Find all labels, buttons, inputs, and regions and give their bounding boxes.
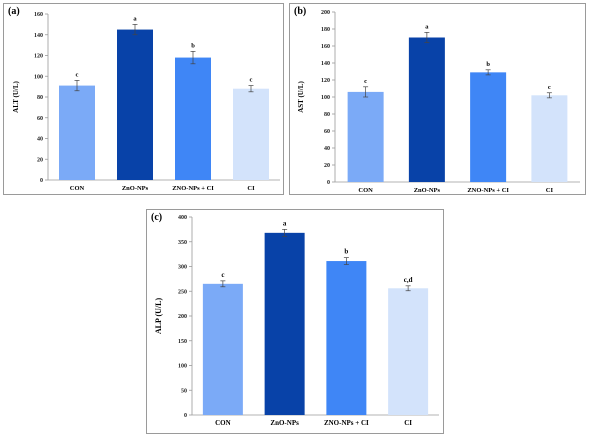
y-tick-label: 0 (327, 180, 330, 186)
y-tick-label: 300 (178, 265, 187, 271)
x-tick-label: ZnO-NPs (270, 419, 299, 427)
y-tick-label: 400 (178, 215, 187, 221)
ast-chart: 0 20 40 60 80 100 120 140 160 180 200 AST (U/L) c CON… (297, 10, 580, 194)
bar-con (59, 85, 95, 180)
bar-zno-nps-ci (175, 57, 211, 181)
significance-letter: c,d (404, 276, 413, 284)
y-tick-label: 100 (34, 74, 43, 80)
significance-letter: a (425, 23, 429, 30)
y-tick-label: 40 (324, 146, 330, 152)
y-tick-label: 200 (178, 314, 187, 320)
bar-zno-nps-ci (470, 72, 507, 182)
bar-zno-nps-ci (326, 261, 367, 415)
y-tick-label: 40 (37, 137, 43, 143)
significance-letter: c (221, 271, 224, 279)
bar-zno-nps (408, 37, 445, 182)
bar-ci (233, 88, 269, 180)
y-axis-title: ALT (U/L) (12, 80, 20, 112)
y-tick-label: 50 (181, 388, 187, 394)
x-tick-label: CI (546, 187, 554, 194)
alt-chart: 0 20 40 60 80 100 120 140 160 ALT (U/L) c CON a ZnO-N… (12, 12, 280, 192)
chart-panel-a: (a) 0 20 40 60 80 100 120 140 160 ALT (U/L) c CON a Z… (3, 3, 284, 195)
bar-ci (531, 95, 568, 182)
bar-con (202, 283, 243, 415)
y-tick-label: 120 (321, 78, 330, 84)
significance-letter: c (250, 77, 253, 84)
x-tick-label: ZnO-NPs (414, 187, 441, 194)
y-tick-label: 250 (178, 289, 187, 295)
y-tick-label: 80 (324, 112, 330, 118)
x-tick-label: ZnO-NPs (122, 185, 149, 192)
y-tick-label: 0 (40, 178, 43, 184)
y-tick-label: 120 (34, 54, 43, 60)
x-tick-label: ZNO-NPs + CI (172, 185, 214, 192)
x-tick-label: CON (358, 187, 373, 194)
significance-letter: b (486, 61, 490, 68)
x-tick-label: CI (404, 419, 412, 427)
alp-chart: 0 50 100 150 200 250 300 350 400 ALP (U/L) c CON a Zn… (154, 215, 439, 427)
bar-ci (388, 288, 429, 415)
significance-letter: c (548, 84, 551, 91)
y-tick-label: 100 (178, 364, 187, 370)
y-tick-label: 20 (324, 163, 330, 169)
panel-label-a: (a) (8, 6, 20, 17)
y-tick-label: 140 (321, 61, 330, 67)
y-axis-title: AST (U/L) (297, 81, 305, 113)
x-tick-label: CON (215, 419, 231, 427)
y-tick-label: 100 (321, 95, 330, 101)
y-tick-label: 140 (34, 33, 43, 39)
panel-label-c: (c) (151, 212, 163, 223)
x-tick-label: ZNO-NPs + CI (324, 419, 369, 427)
y-tick-label: 20 (37, 157, 43, 163)
panel-label-b: (b) (294, 6, 307, 17)
significance-letter: a (283, 219, 287, 227)
significance-letter: b (344, 248, 348, 256)
chart-panel-c: (c) 0 50 100 150 200 250 300 350 400 ALP (U/L) c CO… (146, 209, 444, 434)
y-tick-label: 60 (324, 129, 330, 135)
x-tick-label: CON (70, 185, 85, 192)
bar-con (347, 91, 384, 182)
significance-letter: c (76, 71, 79, 78)
y-tick-label: 80 (37, 95, 43, 101)
chart-panel-b: (b) 0 20 40 60 80 100 120 140 160 180 200 AST (U/L)… (289, 3, 586, 195)
significance-letter: a (133, 15, 137, 22)
y-axis-title: ALP (U/L) (154, 298, 163, 335)
y-tick-label: 160 (321, 44, 330, 50)
y-tick-label: 150 (178, 339, 187, 345)
significance-letter: c (364, 78, 367, 85)
y-tick-label: 160 (34, 12, 43, 18)
y-tick-label: 180 (321, 27, 330, 33)
y-tick-label: 0 (184, 413, 187, 419)
y-tick-label: 60 (37, 116, 43, 122)
x-tick-label: CI (247, 185, 255, 192)
y-tick-label: 200 (321, 10, 330, 16)
y-tick-label: 350 (178, 240, 187, 246)
x-tick-label: ZNO-NPs + CI (467, 187, 509, 194)
bar-zno-nps (264, 232, 305, 415)
bar-zno-nps (117, 29, 153, 180)
significance-letter: b (191, 42, 195, 49)
